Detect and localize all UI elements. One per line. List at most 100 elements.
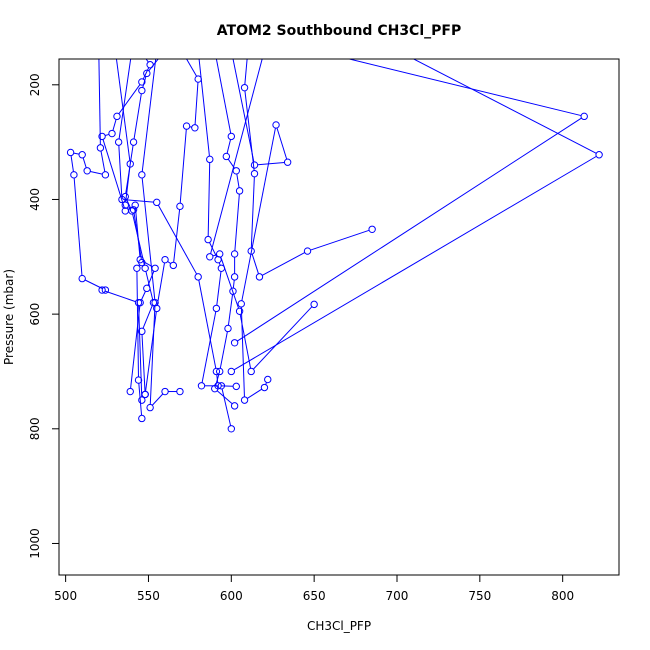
data-point: [240, 83, 249, 92]
series-segment: [262, 252, 305, 276]
plot-area: [66, 47, 603, 433]
series-segment: [241, 127, 276, 301]
data-point: [227, 425, 236, 433]
data-point: [195, 47, 201, 53]
data-point: [138, 414, 146, 423]
y-tick-label: 200: [28, 73, 42, 96]
series-segment: [145, 271, 154, 300]
series-segment: [215, 59, 232, 134]
series-segment: [125, 199, 154, 203]
series-segment: [226, 139, 232, 154]
data-point: [118, 195, 126, 204]
series-segment: [251, 253, 259, 274]
data-point: [138, 327, 146, 336]
series-segment: [141, 177, 156, 300]
data-point: [176, 387, 184, 396]
series-segment: [216, 374, 219, 383]
data-point: [78, 274, 86, 283]
series-segment: [141, 291, 146, 300]
data-point: [311, 47, 317, 53]
series-12: [138, 59, 184, 412]
series-segment: [207, 162, 211, 237]
series-segment: [210, 59, 263, 254]
series-segment: [141, 59, 157, 172]
data-point: [229, 287, 237, 295]
series-segment: [142, 305, 153, 329]
series-segment: [239, 314, 252, 369]
series-segment: [246, 388, 263, 399]
data-point: [96, 47, 102, 53]
series-segment: [219, 331, 228, 369]
data-point: [250, 169, 259, 178]
data-point: [138, 171, 146, 179]
data-point: [134, 376, 143, 384]
series-group: [66, 47, 603, 433]
data-point: [112, 47, 118, 53]
series-segment: [216, 390, 233, 405]
data-point: [138, 78, 146, 86]
data-point: [227, 367, 236, 376]
data-point: [197, 382, 206, 390]
data-point: [141, 264, 149, 272]
y-axis: 200 400 600 800 1000: [28, 73, 59, 559]
series-segment: [253, 306, 313, 370]
data-point: [230, 273, 239, 281]
series-segment: [141, 334, 146, 392]
series-segment: [149, 305, 156, 405]
data-point: [169, 261, 178, 270]
series-segment: [151, 393, 164, 406]
data-point: [206, 253, 214, 261]
data-point: [98, 286, 106, 294]
data-point: [212, 367, 221, 376]
data-point: [138, 396, 146, 404]
data-point: [138, 86, 146, 95]
series-segment: [250, 176, 255, 248]
series-segment: [133, 212, 142, 260]
series-segment: [194, 82, 199, 125]
series-segment: [90, 170, 103, 175]
x-axis-label: CH3Cl_PFP: [307, 619, 371, 633]
x-tick-label: 800: [551, 589, 574, 603]
data-point: [224, 324, 232, 333]
data-point: [283, 158, 292, 166]
series-segment: [135, 208, 141, 257]
series-segment: [232, 279, 235, 289]
data-point: [129, 206, 138, 214]
series-segment: [276, 127, 288, 160]
data-point: [232, 167, 240, 175]
series-segment: [82, 157, 87, 168]
data-point: [134, 298, 143, 307]
data-point: [227, 132, 236, 141]
data-point: [137, 47, 143, 53]
series-segment: [147, 271, 155, 286]
data-point: [143, 69, 151, 78]
data-point: [216, 367, 224, 376]
data-point: [121, 207, 129, 215]
data-point: [70, 171, 78, 179]
y-axis-label: Pressure (mbar): [2, 269, 16, 365]
series-5: [240, 59, 376, 281]
data-point: [247, 367, 255, 376]
data-point: [260, 383, 269, 392]
data-point: [126, 387, 134, 396]
data-point: [114, 138, 123, 146]
series-segment: [347, 59, 582, 117]
series-segment: [234, 194, 240, 251]
series-segment: [244, 59, 248, 85]
series-segment: [73, 177, 83, 276]
data-point: [78, 151, 86, 159]
data-point: [235, 187, 244, 195]
data-point: [146, 403, 154, 412]
data-point: [178, 47, 184, 53]
data-point: [228, 47, 234, 53]
series-segment: [118, 84, 141, 115]
x-tick-label: 500: [54, 589, 77, 603]
series-segment: [145, 59, 149, 63]
data-point: [255, 273, 264, 281]
data-point: [138, 258, 146, 267]
series-segment: [133, 93, 142, 140]
data-point: [214, 382, 222, 390]
series-segment: [115, 59, 131, 161]
data-point: [129, 138, 138, 146]
series-14: [206, 59, 318, 376]
